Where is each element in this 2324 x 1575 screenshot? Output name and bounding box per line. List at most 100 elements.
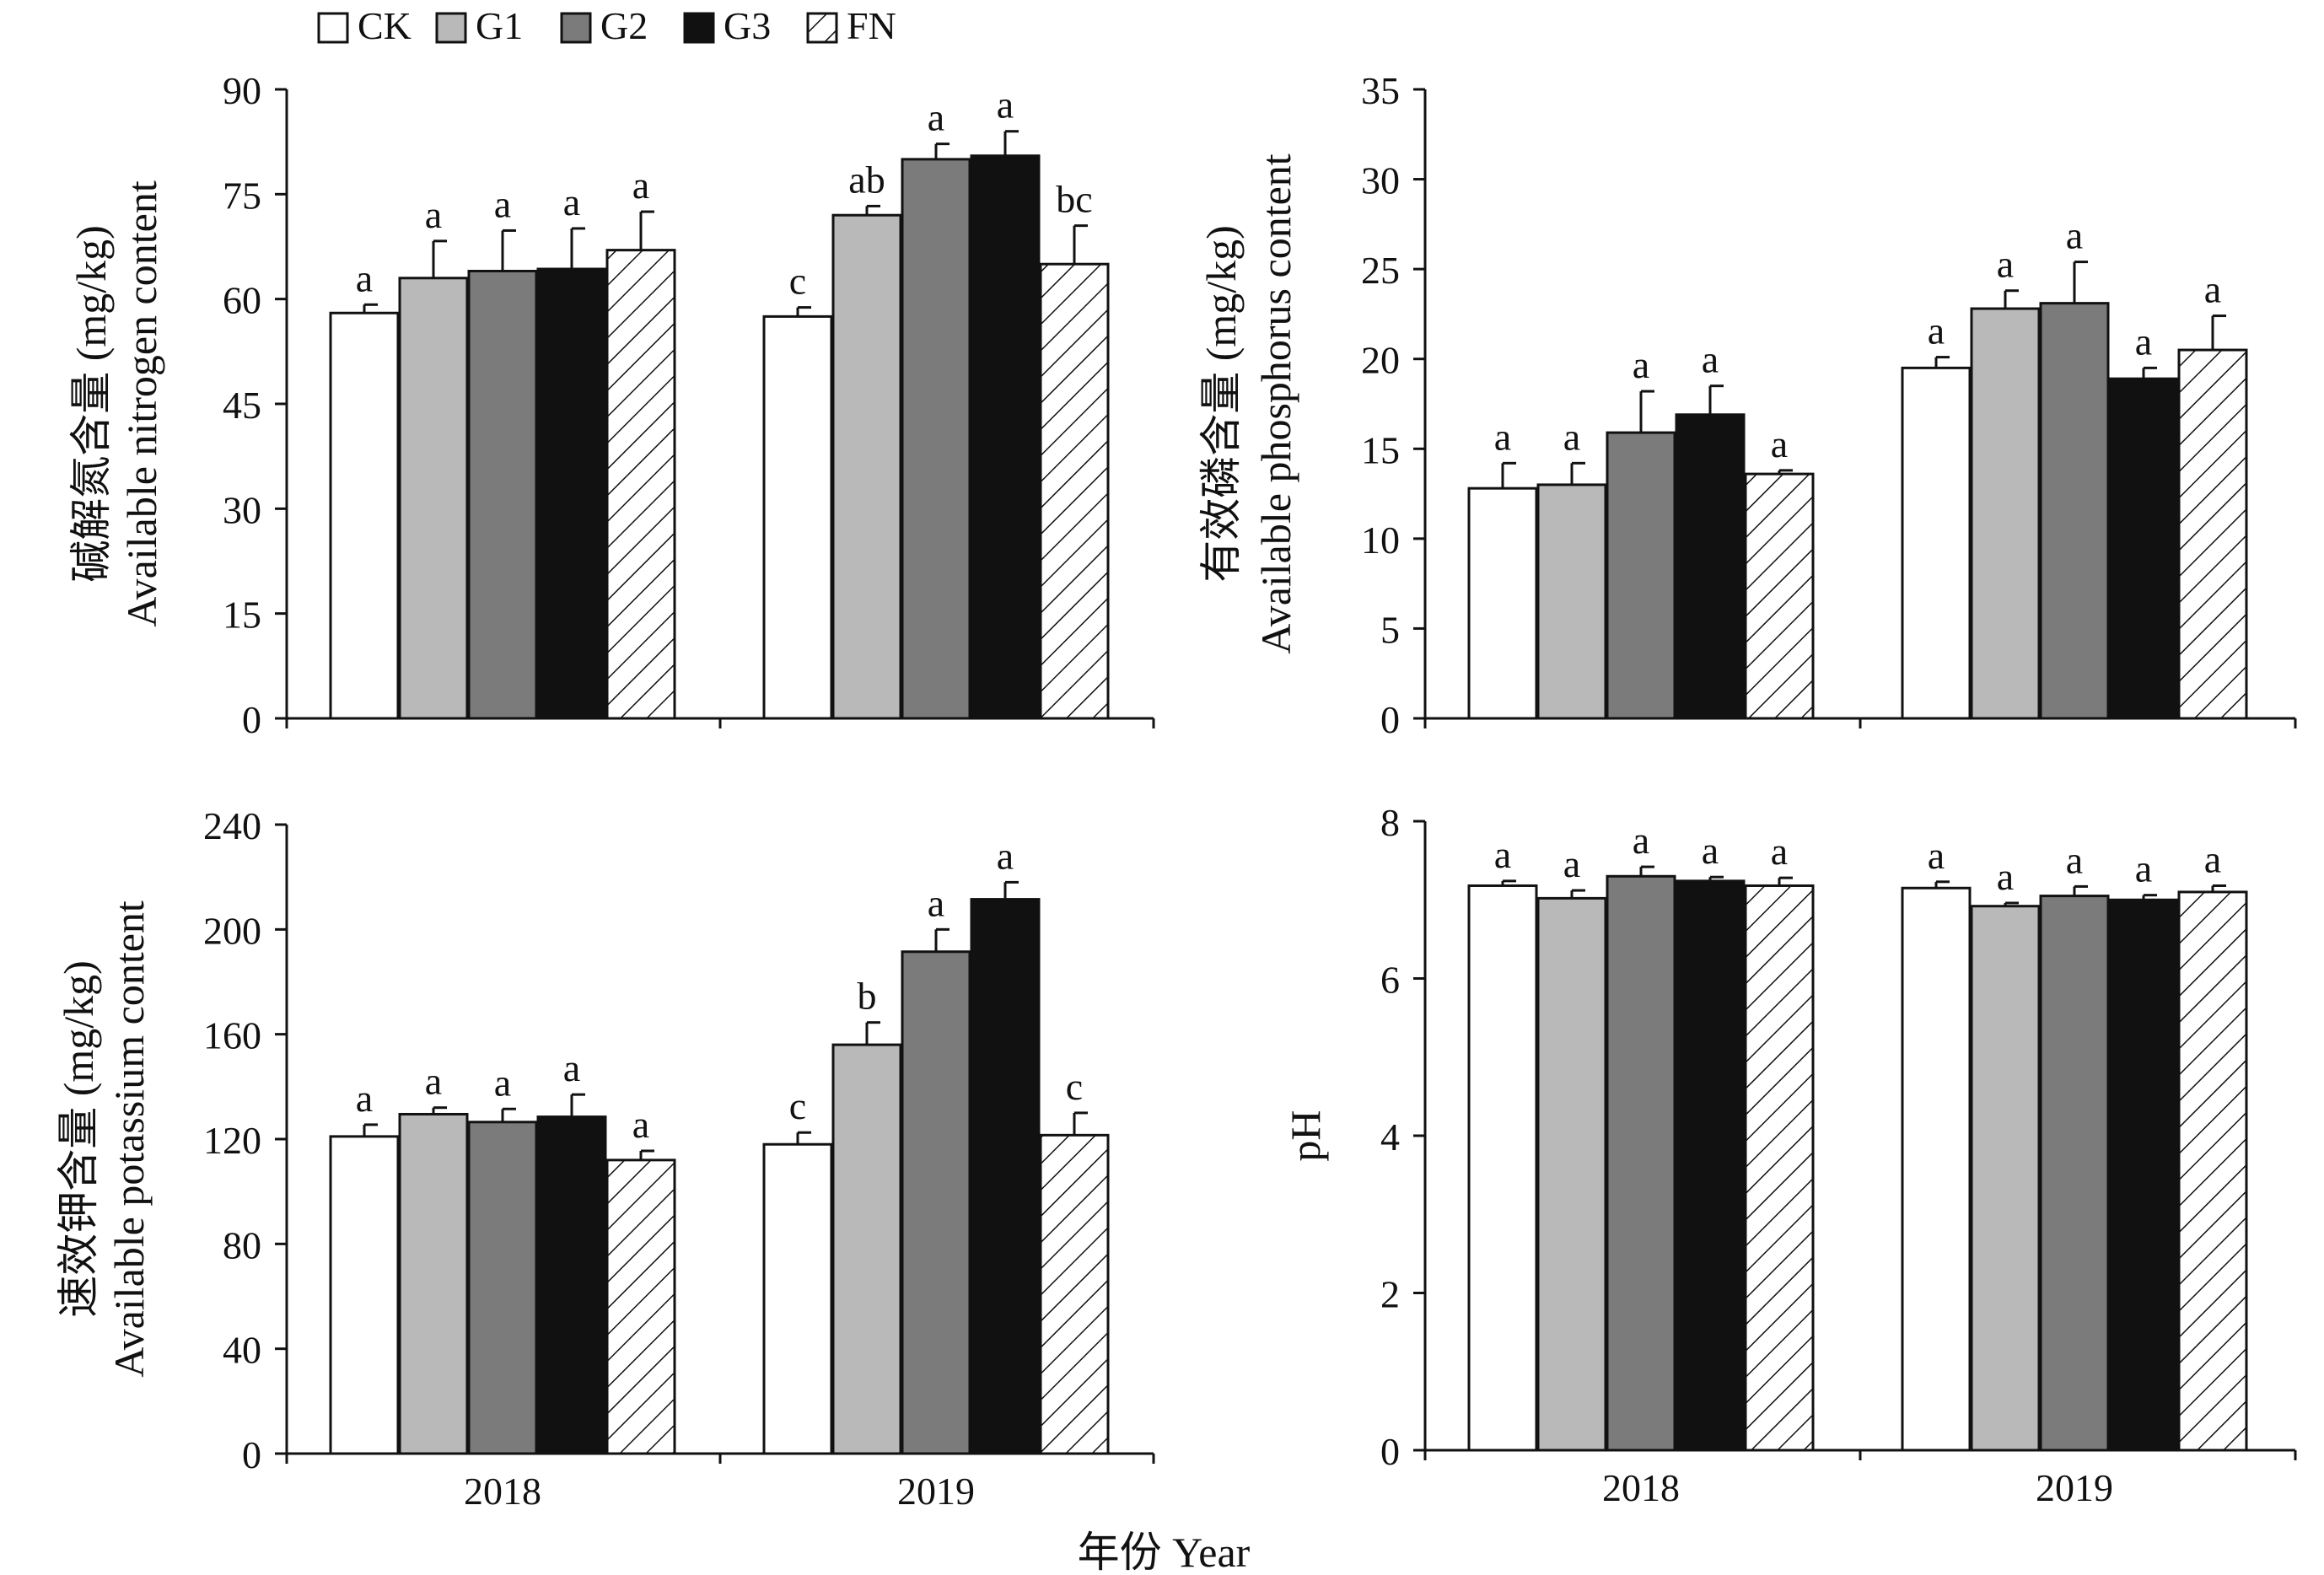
significance-letter: a bbox=[2135, 847, 2152, 890]
significance-letter: a bbox=[632, 1103, 649, 1146]
bar-g1-2018 bbox=[1536, 896, 1607, 1452]
y-tick-label: 2 bbox=[1380, 1273, 1400, 1316]
y-tick-label: 160 bbox=[203, 1014, 261, 1057]
y-tick-label: 6 bbox=[1380, 959, 1400, 1002]
y-tick-label: 10 bbox=[1361, 519, 1400, 562]
bar-fn-2019 bbox=[2177, 348, 2248, 720]
y-tick-label: 30 bbox=[223, 488, 261, 531]
bar-g3-2018 bbox=[1675, 413, 1746, 720]
significance-letter: a bbox=[494, 1061, 511, 1104]
y-axis-label-cn: 碱解氮含量 (mg/kg) bbox=[67, 225, 115, 583]
bar-ck-2019 bbox=[1901, 886, 1972, 1452]
bar-g1-2018 bbox=[398, 1112, 469, 1455]
bar-ck-2019 bbox=[762, 314, 833, 720]
y-tick-label: 8 bbox=[1380, 801, 1400, 844]
bar-g3-2019 bbox=[970, 154, 1041, 720]
y-tick-label: 0 bbox=[242, 698, 261, 741]
bar-fn-2019 bbox=[1039, 1133, 1110, 1455]
x-axis-title: 年份 Year bbox=[1078, 1529, 1251, 1575]
bar-g1-2019 bbox=[1970, 307, 2041, 720]
bar-g3-2019 bbox=[970, 898, 1041, 1455]
significance-letter: a bbox=[1997, 243, 2014, 286]
significance-letter: a bbox=[1494, 833, 1511, 876]
significance-letter: a bbox=[2204, 268, 2221, 311]
y-tick-label: 35 bbox=[1361, 69, 1400, 112]
significance-letter: a bbox=[425, 193, 442, 236]
x-tick-label: 2018 bbox=[1602, 1466, 1680, 1509]
bar-ck-2018 bbox=[1467, 884, 1538, 1452]
bar-ck-2018 bbox=[1467, 486, 1538, 720]
y-tick-label: 20 bbox=[1361, 339, 1400, 382]
bar-g3-2018 bbox=[1675, 879, 1746, 1452]
bar-g2-2019 bbox=[2039, 895, 2110, 1452]
y-tick-label: 60 bbox=[223, 279, 261, 322]
panel-available-potassium: 0 40 80 120 160 200 240 a a a a a 2018 c b a a c 2019 速效钾含量… bbox=[55, 804, 1155, 1513]
significance-letter: a bbox=[1928, 834, 1945, 877]
significance-letter: a bbox=[928, 96, 944, 139]
bar-ck-2018 bbox=[329, 1135, 400, 1455]
legend-label-ck: CK bbox=[358, 4, 412, 47]
legend-swatch-ck bbox=[317, 12, 349, 44]
y-axis-label-cn: 有效磷含量 (mg/kg) bbox=[1197, 225, 1245, 583]
y-tick-label: 15 bbox=[223, 594, 261, 637]
y-tick-label: 45 bbox=[223, 384, 261, 427]
bar-g1-2018 bbox=[1536, 483, 1607, 720]
legend: CK G1 G2 G3 FN bbox=[317, 4, 896, 47]
legend-label-g2: G2 bbox=[600, 4, 648, 47]
significance-letter: a bbox=[1494, 415, 1511, 458]
bar-g2-2019 bbox=[901, 950, 971, 1455]
significance-letter: a bbox=[356, 1077, 373, 1120]
x-tick-label: 2018 bbox=[464, 1470, 541, 1513]
y-tick-label: 90 bbox=[223, 69, 261, 112]
y-tick-label: 75 bbox=[223, 174, 261, 217]
significance-letter: a bbox=[2204, 837, 2221, 880]
y-tick-label: 80 bbox=[223, 1223, 261, 1266]
significance-letter: a bbox=[2066, 838, 2083, 881]
bar-ck-2019 bbox=[762, 1142, 833, 1455]
significance-letter: a bbox=[494, 182, 511, 225]
significance-letter: a bbox=[1633, 343, 1649, 386]
y-tick-label: 0 bbox=[1380, 1430, 1400, 1473]
y-tick-label: 4 bbox=[1380, 1115, 1400, 1158]
bar-g2-2018 bbox=[1606, 431, 1676, 720]
y-tick-label: 120 bbox=[203, 1119, 261, 1162]
significance-letter: a bbox=[997, 83, 1014, 126]
bar-fn-2018 bbox=[1744, 884, 1815, 1452]
y-tick-label: 0 bbox=[242, 1433, 261, 1476]
y-tick-label: 25 bbox=[1361, 249, 1400, 292]
bar-g1-2019 bbox=[831, 1043, 902, 1455]
significance-letter: a bbox=[1928, 309, 1945, 352]
significance-letter: a bbox=[928, 881, 944, 924]
y-tick-label: 15 bbox=[1361, 428, 1400, 471]
legend-label-fn: FN bbox=[847, 4, 896, 47]
bar-ck-2019 bbox=[1901, 366, 1972, 720]
significance-letter: c bbox=[789, 260, 806, 303]
y-axis-label-en: pH bbox=[1282, 1110, 1329, 1161]
bar-fn-2018 bbox=[605, 249, 676, 720]
bar-g2-2019 bbox=[901, 158, 971, 720]
significance-letter: a bbox=[563, 1046, 580, 1089]
legend-label-g1: G1 bbox=[476, 4, 523, 47]
significance-letter: a bbox=[1633, 819, 1649, 862]
bar-g1-2018 bbox=[398, 277, 469, 720]
legend-label-g3: G3 bbox=[724, 4, 771, 47]
bar-fn-2019 bbox=[2177, 890, 2248, 1452]
significance-letter: a bbox=[356, 256, 373, 299]
significance-letter: a bbox=[425, 1060, 442, 1103]
bar-fn-2018 bbox=[1744, 472, 1815, 720]
bar-g2-2019 bbox=[2039, 302, 2110, 720]
y-axis-label-cn: 速效钾含量 (mg/kg) bbox=[55, 960, 102, 1318]
y-tick-label: 30 bbox=[1361, 159, 1400, 202]
y-axis-label-en: Available phosphorus content bbox=[1252, 153, 1299, 653]
significance-letter: a bbox=[1702, 829, 1719, 872]
significance-letter: b bbox=[858, 975, 877, 1018]
bar-g3-2019 bbox=[2108, 898, 2179, 1452]
significance-letter: a bbox=[1771, 830, 1788, 873]
significance-letter: a bbox=[1997, 855, 2014, 898]
bar-g2-2018 bbox=[467, 270, 538, 720]
significance-letter: a bbox=[1563, 842, 1580, 885]
significance-letter: a bbox=[1771, 422, 1788, 465]
bar-fn-2018 bbox=[605, 1158, 676, 1455]
y-axis-label-en: Available nitrogen content bbox=[118, 180, 165, 627]
